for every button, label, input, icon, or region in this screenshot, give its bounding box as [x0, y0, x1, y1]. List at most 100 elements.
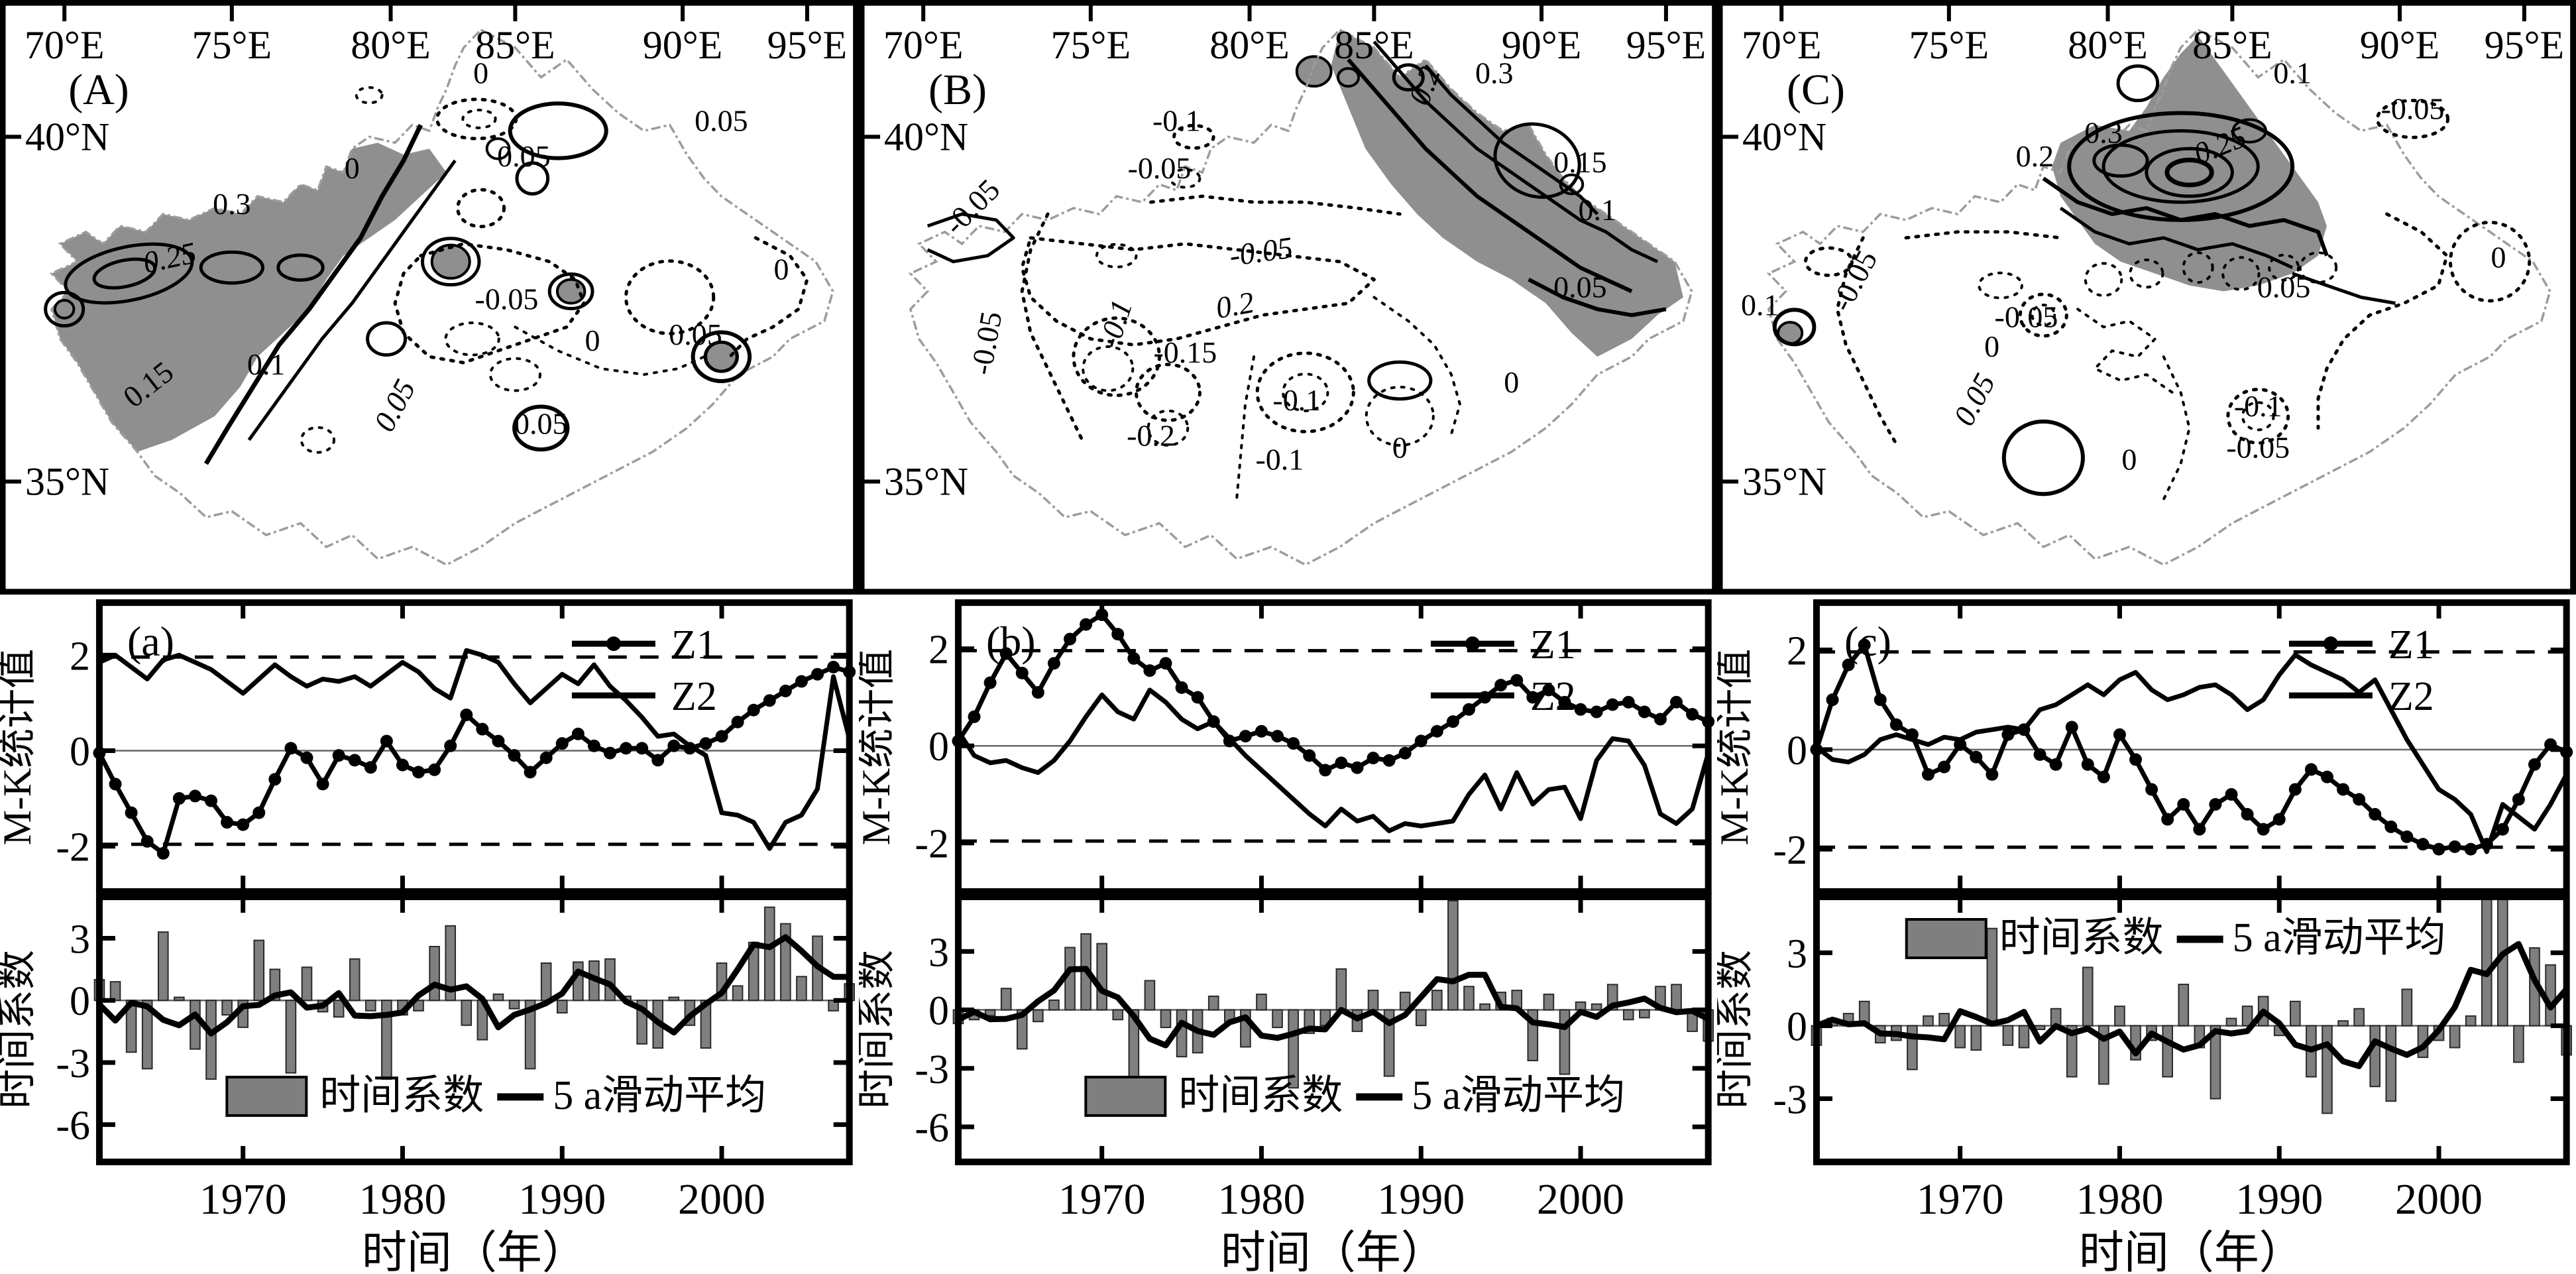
z1-point: [316, 778, 329, 791]
coeff-bar: [157, 931, 169, 1002]
x-axis-title: 时间（年）: [362, 1228, 587, 1274]
coeff-bar: [984, 1009, 996, 1017]
coeff-bar: [524, 1000, 536, 1070]
z1-point: [1430, 724, 1443, 738]
z1-point: [636, 742, 649, 755]
z1-point: [1255, 724, 1268, 738]
lon-tick-label: 90°E: [2360, 23, 2440, 67]
contour-label: 0: [2491, 241, 2506, 274]
coeff-bar: [221, 1000, 233, 1016]
coeff-bar: [828, 1000, 839, 1012]
z1-point: [1906, 728, 1919, 741]
z1-point: [667, 739, 681, 752]
contour-line-dashed: [2019, 292, 2069, 338]
z1-point: [1207, 715, 1220, 728]
lon-tick-label: 90°E: [1501, 23, 1581, 67]
coeff-bar: [2290, 1000, 2301, 1027]
z1-point: [1954, 738, 1967, 751]
coeff-bar: [1271, 1009, 1283, 1029]
z1-point: [2432, 842, 2445, 856]
x-tick-label: 1980: [2076, 1175, 2164, 1224]
coeff-y-axis-label: 时间系数: [859, 950, 898, 1109]
contour-line-solid: [2232, 118, 2268, 144]
lon-tick-label: 75°E: [1909, 23, 1989, 67]
z1-point: [1286, 737, 1300, 750]
contour-label: 0: [345, 151, 360, 185]
contour-line-dashed: [2226, 387, 2290, 445]
legend-bar-swatch: [1905, 918, 1988, 959]
z1-point: [1890, 718, 1903, 731]
z1-point: [268, 773, 282, 786]
z1-point: [1858, 638, 1872, 652]
contour-line-solid: [1773, 308, 1817, 347]
contour-label: -0.2: [1127, 419, 1175, 453]
coeff-bar: [1335, 968, 1347, 1011]
chart-panel-c: 2 0 -2 M-K统计值 (c) Z1 Z2 3 0 -3 1970 1980 1990 2000 时间系…: [1717, 595, 2576, 1274]
z1-point: [1127, 652, 1140, 665]
z1-point: [1494, 679, 1507, 692]
z1-point: [205, 794, 218, 807]
coeff-bar: [2242, 1006, 2253, 1027]
z1-point: [2161, 813, 2174, 826]
contour-line-solid: [2116, 64, 2160, 103]
x-tick-label: 1990: [1377, 1175, 1465, 1224]
contour-line-dashed: [1148, 194, 1402, 216]
y-tick-label: -2: [915, 822, 949, 867]
coeff-bar: [2545, 964, 2557, 1027]
z1-point: [1638, 705, 1651, 719]
contour-line-solid: [44, 290, 85, 328]
coeff-frame: [1813, 894, 2570, 1165]
z1-point: [1079, 618, 1092, 631]
z1-point: [2225, 787, 2238, 801]
z1-point: [1510, 673, 1523, 687]
contour-line-dashed: [1235, 355, 1255, 501]
coeff-bar: [1016, 1009, 1028, 1050]
y-tick-label: -2: [1773, 828, 1808, 873]
z1-point: [140, 835, 154, 848]
mk-frame: [95, 599, 853, 896]
coeff-bar: [1638, 1009, 1650, 1019]
contour-label: 0: [2122, 443, 2137, 477]
z1-point: [2209, 798, 2222, 811]
coeff-bar: [2481, 898, 2492, 1027]
legend-bar-label: 时间系数: [319, 1073, 484, 1118]
x-tick-label: 1970: [1058, 1175, 1145, 1224]
z1-point: [2082, 758, 2095, 771]
coeff-bar: [1096, 943, 1107, 1011]
lat-tick-label: 35°N: [25, 459, 109, 503]
contour-line-solid: [703, 340, 739, 373]
contour-label: -0.1: [1255, 443, 1304, 477]
contour-line-dashed: [1134, 363, 1202, 422]
panel-label: (a): [127, 618, 174, 665]
map-panel-C: 70°E 75°E 80°E 85°E 90°E 95°E 40°N 35°N (C) 0.1 -0…: [1717, 0, 2576, 595]
contour-line-dashed: [456, 188, 506, 229]
x-tick-label: 1980: [359, 1175, 446, 1224]
coeff-bar: [1112, 1009, 1123, 1021]
lat-tick-label: 35°N: [1742, 459, 1826, 503]
legend-z1-marker: [2324, 636, 2339, 652]
contour-line-dashed: [2299, 251, 2338, 284]
lon-tick-label: 70°E: [883, 23, 964, 67]
coeff-bar: [1207, 995, 1219, 1011]
lon-tick-label: 85°E: [475, 23, 555, 67]
coeff-bar: [1670, 984, 1682, 1011]
chart-svg-(a): 2 0 -2 M-K统计值 (a) Z1 Z2 3 0 -3 -6 1970 1980 1990 2000 时…: [0, 595, 859, 1274]
coeff-bar: [2082, 966, 2094, 1027]
y-tick-label: -3: [1773, 1078, 1808, 1123]
z2-line: [1815, 652, 2569, 854]
z1-point: [2017, 723, 2031, 736]
z1-point: [348, 754, 361, 767]
z1-point: [2321, 770, 2334, 783]
z1-point: [1622, 695, 1635, 709]
contour-label: 0.2: [2016, 139, 2054, 173]
panel-label: (C): [1787, 66, 1845, 114]
coeff-bar: [1954, 1025, 1966, 1049]
z1-point: [1191, 691, 1204, 704]
map-svg-(C): 70°E 75°E 80°E 85°E 90°E 95°E 40°N 35°N (C) 0.1 -0…: [1717, 0, 2576, 595]
z1-point: [2289, 783, 2302, 796]
contour-line-dashed: [2031, 304, 2056, 327]
contour-line-solid: [92, 257, 157, 290]
legend-z2-label: Z2: [671, 674, 717, 719]
coeff-bar: [604, 958, 616, 1002]
